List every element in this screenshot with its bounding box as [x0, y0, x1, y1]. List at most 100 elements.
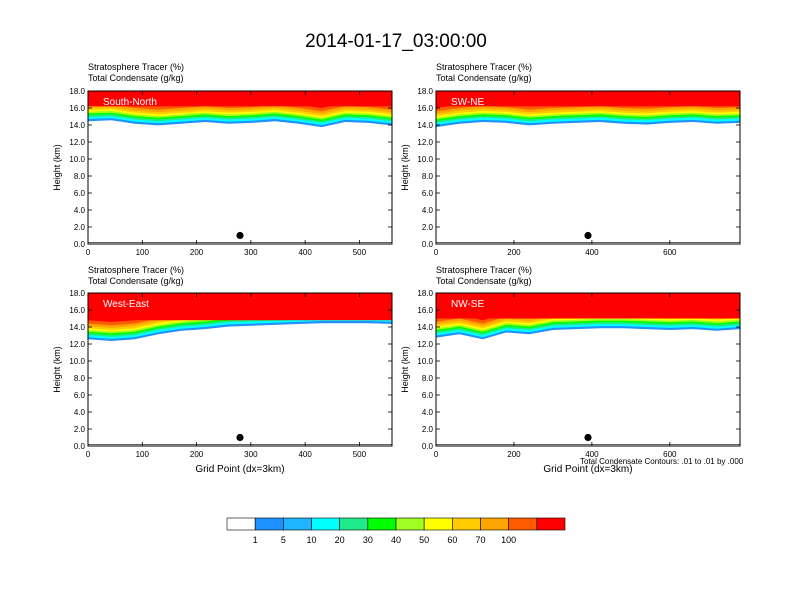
x-axis-label: Grid Point (dx=3km)	[195, 464, 284, 475]
x-tick-label: 400	[585, 450, 599, 459]
x-tick-label: 100	[136, 450, 150, 459]
y-axis-label: Height (km)	[400, 346, 410, 393]
colorbar-label: 30	[363, 535, 373, 545]
y-tick-label: 4.0	[74, 408, 86, 417]
tracer-band	[436, 293, 740, 319]
y-tick-label: 0.0	[422, 240, 434, 249]
panel-title-tracer: Stratosphere Tracer (%)	[88, 265, 185, 275]
x-tick-label: 200	[190, 450, 204, 459]
colorbar-label: 50	[419, 535, 429, 545]
x-tick-label: 400	[298, 248, 312, 257]
x-tick-label: 200	[190, 248, 204, 257]
x-tick-label: 0	[434, 450, 439, 459]
y-tick-label: 8.0	[74, 172, 86, 181]
tracer-band	[436, 91, 740, 107]
colorbar-swatch	[367, 517, 397, 531]
x-tick-label: 300	[244, 450, 258, 459]
colorbar-swatch	[536, 517, 566, 531]
y-tick-label: 4.0	[74, 206, 86, 215]
x-axis-label: Grid Point (dx=3km)	[543, 464, 632, 475]
colorbar-swatch	[339, 517, 369, 531]
x-tick-label: 400	[585, 248, 599, 257]
y-tick-label: 18.0	[417, 87, 433, 96]
y-tick-label: 14.0	[69, 323, 85, 332]
colorbar-label: 40	[391, 535, 401, 545]
colorbar-label: 5	[281, 535, 286, 545]
y-tick-label: 4.0	[422, 408, 434, 417]
x-tick-label: 200	[507, 450, 521, 459]
y-tick-label: 16.0	[69, 306, 85, 315]
y-tick-label: 4.0	[422, 206, 434, 215]
panel-title-tracer: Stratosphere Tracer (%)	[436, 265, 533, 275]
panel-title-condensate: Total Condensate (g/kg)	[436, 73, 532, 83]
y-tick-label: 10.0	[69, 155, 85, 164]
colorbar-swatch	[508, 517, 538, 531]
y-tick-label: 18.0	[69, 289, 85, 298]
y-tick-label: 8.0	[422, 172, 434, 181]
tracer-band	[88, 293, 392, 321]
colorbar-swatch	[226, 517, 256, 531]
y-tick-label: 16.0	[69, 104, 85, 113]
y-tick-label: 2.0	[74, 223, 86, 232]
x-tick-label: 0	[86, 450, 91, 459]
colorbar-swatch	[423, 517, 453, 531]
colorbar-swatch	[480, 517, 509, 531]
colorbar-label: 1	[253, 535, 258, 545]
y-tick-label: 12.0	[69, 340, 85, 349]
y-tick-label: 6.0	[74, 391, 86, 400]
plot-frame	[87, 292, 393, 447]
x-tick-label: 0	[434, 248, 439, 257]
y-tick-label: 10.0	[417, 155, 433, 164]
colorbar-swatch	[395, 517, 425, 531]
y-tick-label: 14.0	[417, 323, 433, 332]
colorbar-swatch	[311, 517, 340, 531]
y-axis-label: Height (km)	[52, 346, 62, 393]
y-tick-label: 0.0	[74, 240, 86, 249]
x-tick-label: 600	[663, 248, 677, 257]
panel-label: SW-NE	[451, 97, 484, 108]
y-tick-label: 10.0	[417, 357, 433, 366]
panel-label: West-East	[103, 299, 149, 310]
x-tick-label: 300	[244, 248, 258, 257]
plot-panel-south-north	[87, 90, 393, 245]
y-tick-label: 0.0	[74, 442, 86, 451]
plot-frame	[435, 292, 741, 447]
x-tick-label: 100	[136, 248, 150, 257]
y-tick-label: 0.0	[422, 442, 434, 451]
y-tick-label: 6.0	[422, 391, 434, 400]
y-tick-label: 18.0	[69, 87, 85, 96]
y-tick-label: 12.0	[69, 138, 85, 147]
y-tick-label: 16.0	[417, 104, 433, 113]
location-marker	[236, 231, 244, 240]
location-marker	[584, 433, 592, 442]
plot-frame	[87, 90, 393, 245]
y-tick-label: 6.0	[74, 189, 86, 198]
panel-title-condensate: Total Condensate (g/kg)	[88, 73, 184, 83]
y-tick-label: 2.0	[422, 425, 434, 434]
y-axis-label: Height (km)	[400, 144, 410, 191]
plot-panel-west-east	[87, 292, 393, 447]
y-tick-label: 16.0	[417, 306, 433, 315]
y-tick-label: 14.0	[69, 121, 85, 130]
plot-frame	[435, 90, 741, 245]
panel-title-tracer: Stratosphere Tracer (%)	[436, 62, 533, 72]
location-marker	[584, 231, 592, 240]
colorbar-label: 100	[501, 535, 516, 545]
panel-label: NW-SE	[451, 299, 484, 310]
colorbar-swatch	[254, 517, 284, 531]
colorbar-label: 10	[306, 535, 316, 545]
colorbar-swatch	[283, 517, 312, 531]
figure-title: 2014-01-17_03:00:00	[305, 31, 487, 52]
location-marker	[236, 433, 244, 442]
plot-panel-nw-se	[435, 292, 741, 447]
x-tick-label: 500	[353, 450, 367, 459]
y-tick-label: 18.0	[417, 289, 433, 298]
colorbar	[226, 517, 566, 531]
panel-label: South-North	[103, 97, 157, 108]
colorbar-label: 20	[335, 535, 345, 545]
y-tick-label: 8.0	[74, 374, 86, 383]
y-tick-label: 10.0	[69, 357, 85, 366]
y-tick-label: 6.0	[422, 189, 434, 198]
x-tick-label: 0	[86, 248, 91, 257]
